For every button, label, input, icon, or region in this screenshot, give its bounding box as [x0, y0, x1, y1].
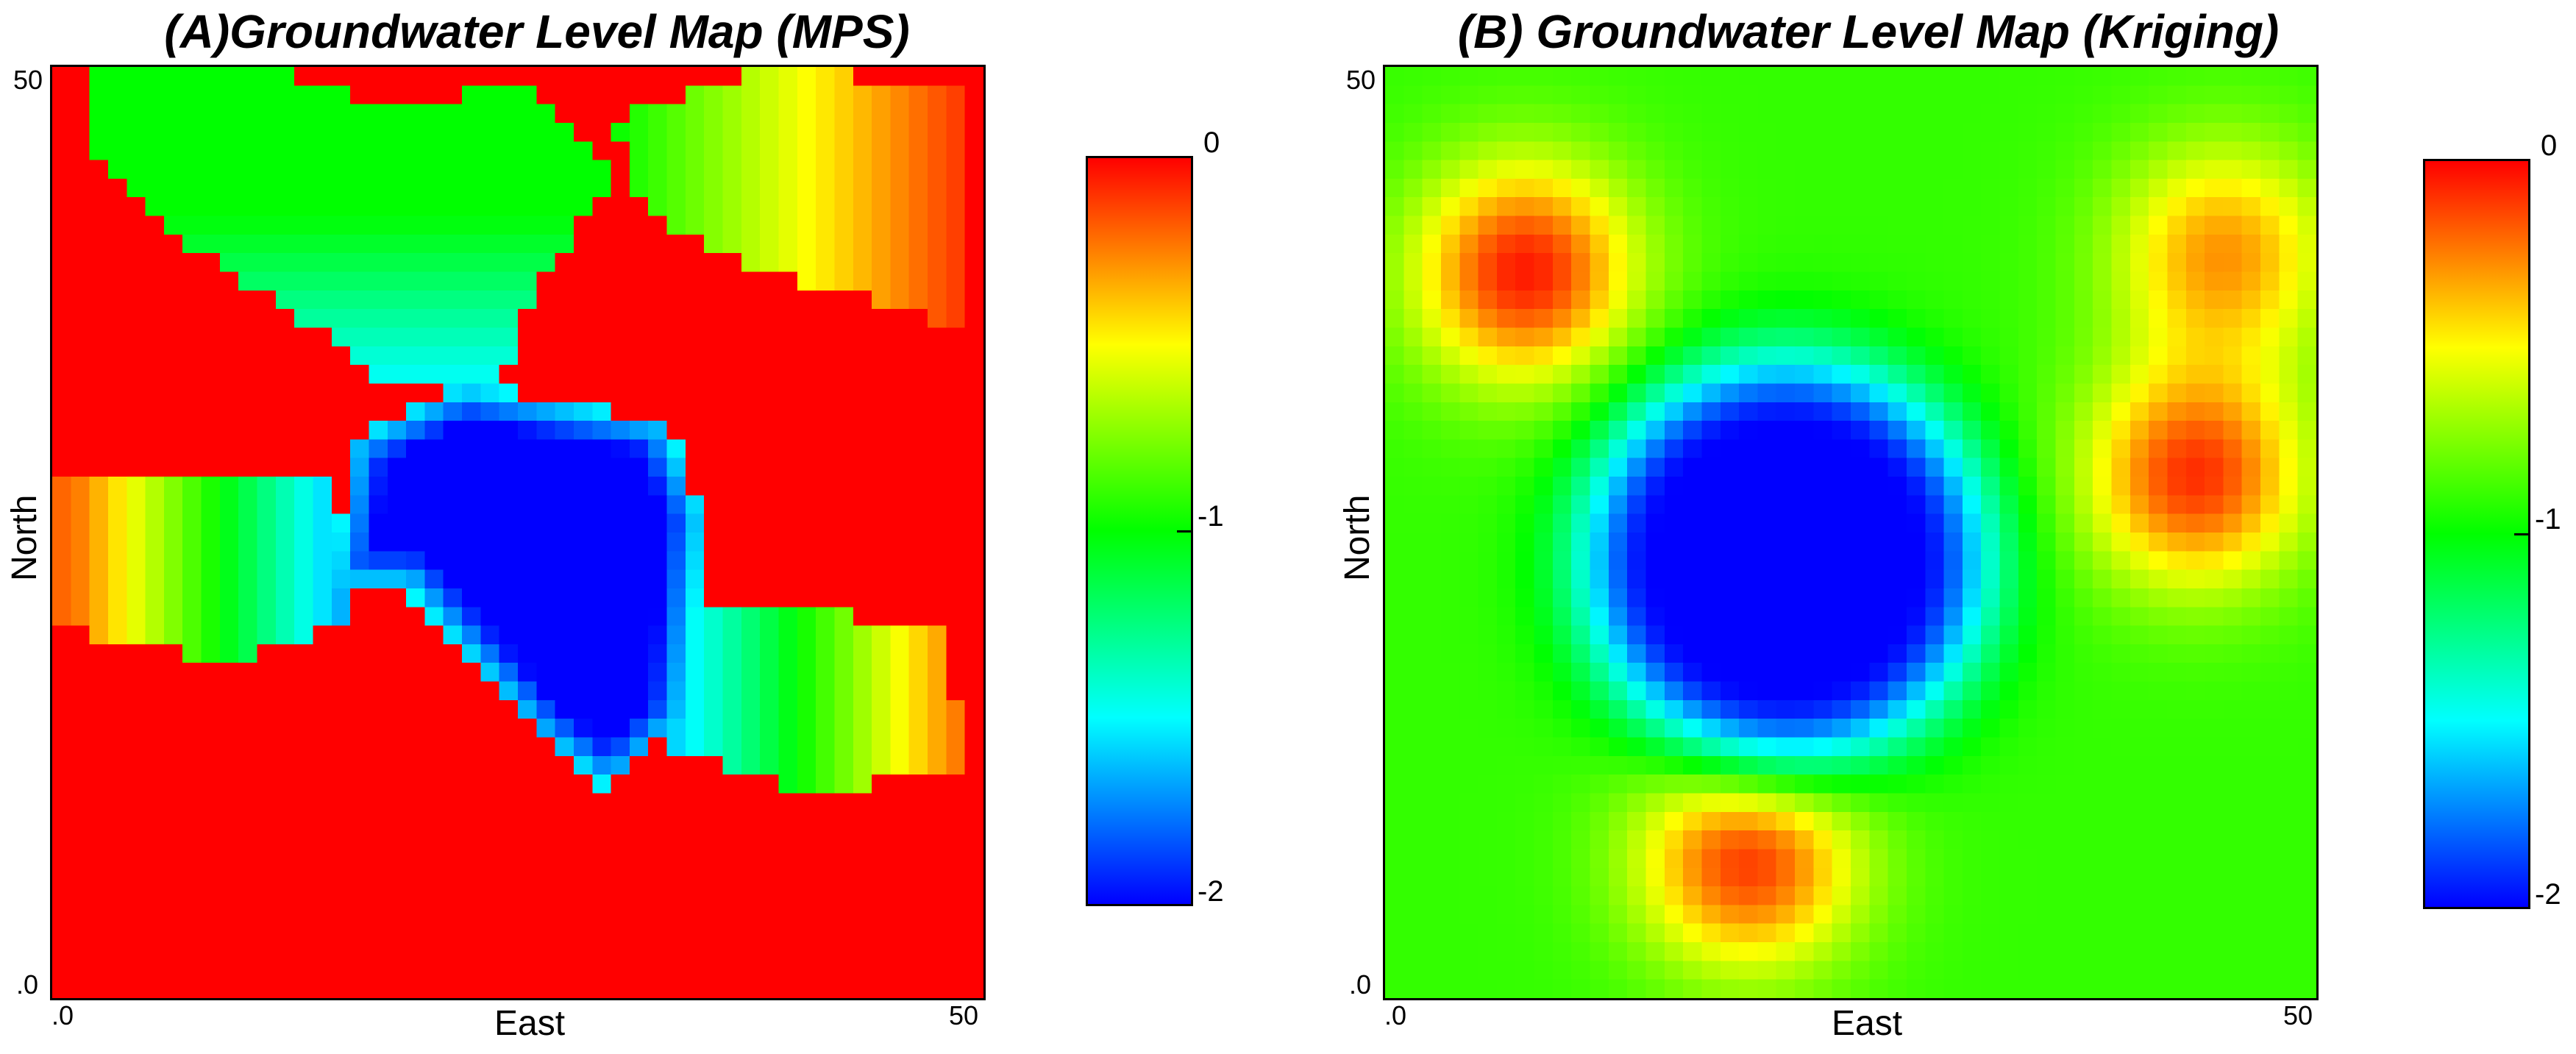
colorbar-b-tick-2	[2514, 907, 2530, 909]
heatmap-b	[1383, 65, 2319, 1000]
y-axis-label-b: North	[1338, 494, 1377, 581]
y-tick-top-b: 50	[1346, 65, 1376, 95]
chart-title-a: (A)Groundwater Level Map (MPS)	[164, 5, 910, 58]
x-axis-label-b: East	[1832, 1004, 1903, 1043]
colorbar-a-label-2: -2	[1198, 875, 1224, 908]
colorbar-b-label-2: -2	[2535, 878, 2561, 911]
heatmap-b-canvas	[1385, 67, 2316, 998]
heatmap-a-canvas	[52, 67, 983, 998]
colorbar-a-label-0: 0	[1203, 127, 1220, 159]
heatmap-a	[50, 65, 986, 1000]
colorbar-a-tick-2	[1177, 904, 1193, 906]
y-axis-label-a: North	[5, 494, 44, 581]
chart-title-b: (B) Groundwater Level Map (Kriging)	[1457, 5, 2280, 58]
x-tick-right-a: 50	[949, 1000, 979, 1030]
colorbar-a-tick-0	[1177, 156, 1193, 158]
colorbar-b-label-1: -1	[2535, 503, 2561, 535]
colorbar-a-label-1: -1	[1198, 500, 1224, 533]
x-axis-label-a: East	[494, 1004, 566, 1043]
colorbar-b-tick-0	[2514, 159, 2530, 161]
x-tick-left-b: .0	[1384, 1000, 1407, 1030]
y-tick-top-a: 50	[13, 65, 43, 95]
colorbar-b-label-0: 0	[2541, 129, 2558, 162]
y-tick-bottom-b: .0	[1349, 969, 1372, 1000]
x-tick-right-b: 50	[2283, 1000, 2313, 1030]
x-tick-left-a: .0	[51, 1000, 74, 1030]
colorbar-a	[1086, 156, 1193, 906]
colorbar-b-tick-1	[2514, 533, 2530, 535]
y-tick-bottom-a: .0	[16, 969, 39, 1000]
colorbar-a-tick-1	[1177, 530, 1193, 533]
